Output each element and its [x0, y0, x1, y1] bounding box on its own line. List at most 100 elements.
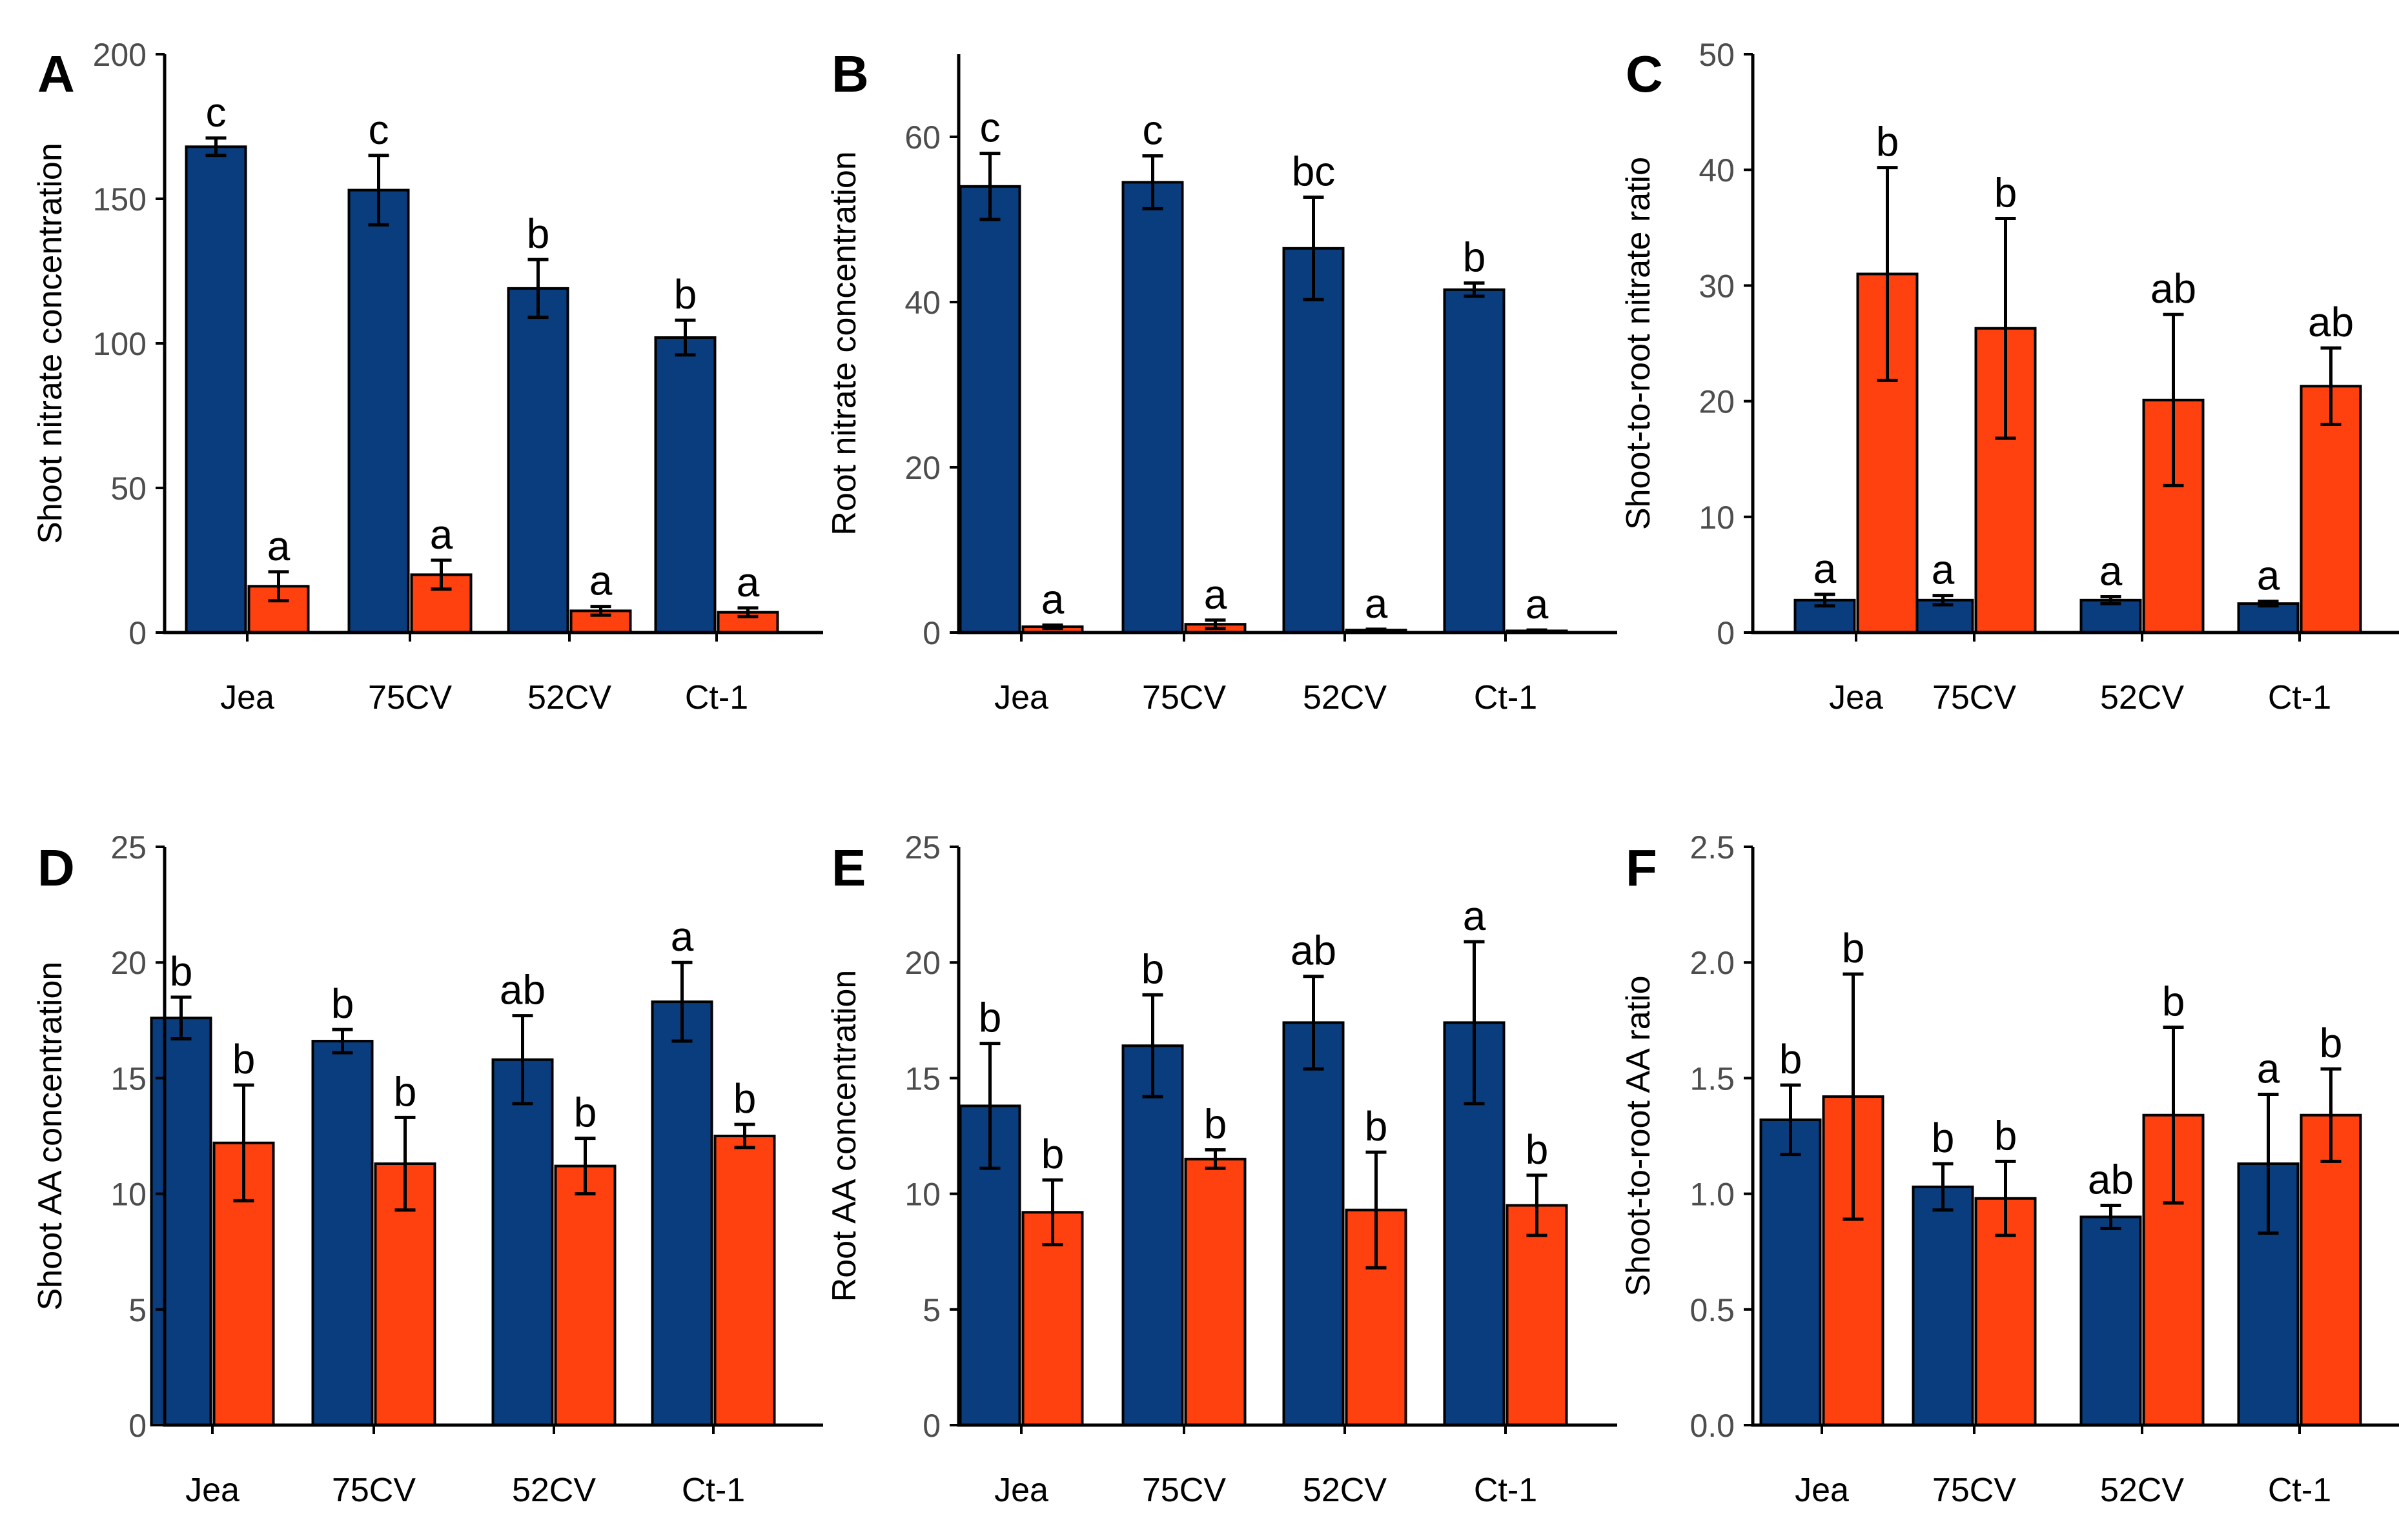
panel-c-ylabel: Shoot-to-root nitrate ratio	[1620, 157, 1657, 530]
panel-a-tag: A	[37, 45, 75, 103]
panel-e-bar-3-1	[1506, 1204, 1568, 1427]
panel-e-xtick-label-0: Jea	[994, 1472, 1048, 1509]
panel-d-xtick-label-3: Ct-1	[682, 1472, 745, 1509]
panel-c-sig-letter-2-0: a	[2099, 547, 2123, 594]
panel-f-sig-letter-2-1: b	[2162, 978, 2185, 1025]
panel-f-sig-letter-3-1: b	[2320, 1020, 2343, 1066]
panel-d-sig-letter-0-1: b	[232, 1036, 256, 1082]
panel-a-xtick-label-3: Ct-1	[685, 679, 748, 716]
panel-b-ylabel: Root nitrate concentration	[826, 151, 863, 535]
panel-c-xtick-label-3: Ct-1	[2268, 679, 2331, 716]
panel-a-sig-letter-2-0: b	[527, 210, 550, 257]
panel-d-sig-letter-1-0: b	[331, 980, 354, 1027]
panel-b-sig-letter-1-0: c	[1143, 106, 1163, 153]
panel-d-xtick-label-0: Jea	[185, 1472, 240, 1509]
panel-a-bar-1-0	[347, 188, 410, 634]
panel-f-ytick-label-4: 2.0	[1690, 945, 1735, 981]
panel-c-sig-letter-0-0: a	[1813, 545, 1837, 592]
panel-a-ytick-label-4: 200	[93, 37, 147, 73]
panel-a-ytick-label-3: 150	[93, 181, 147, 218]
panel-f-xtick-label-0: Jea	[1795, 1472, 1849, 1509]
panel-e-ytick-label-0: 0	[923, 1408, 941, 1444]
panel-b-sig-letter-2-1: a	[1365, 580, 1388, 627]
panel-a-bar-2-0	[507, 287, 569, 634]
panel-a-bar-0-0	[185, 145, 247, 634]
panel-f-bar-1-0	[1912, 1185, 1974, 1427]
panel-d-ytick-label-2: 10	[110, 1177, 147, 1213]
panel-a-xtick-label-0: Jea	[220, 679, 274, 716]
panel-c-bar-2-0	[2079, 598, 2142, 634]
panel-b-ytick-label-1: 20	[904, 450, 941, 486]
panel-f-ytick-label-0: 0.0	[1690, 1408, 1735, 1444]
panel-f-xtick-label-3: Ct-1	[2268, 1472, 2331, 1509]
panel-b-tag: B	[832, 45, 869, 103]
panel-f-ytick-label-5: 2.5	[1690, 829, 1735, 866]
panel-e-bar-1-1	[1184, 1157, 1247, 1426]
panel-c-ytick-label-4: 40	[1699, 152, 1735, 188]
panel-c-ytick-label-1: 10	[1699, 500, 1735, 536]
panel-a-ytick-label-0: 0	[128, 615, 147, 651]
panel-d-sig-letter-1-1: b	[394, 1068, 417, 1115]
panel-a-ylabel: Shoot nitrate concentration	[32, 143, 69, 544]
panel-b: B Root nitrate concentration c c bc b a a a a 0 20 4…	[826, 45, 1617, 716]
panel-a-sig-letter-3-1: a	[737, 559, 760, 605]
panel-b-sig-letter-0-0: c	[980, 105, 1001, 151]
panel-a: A Shoot nitrate concentration c c b b a a a a 0 50 1…	[32, 37, 823, 716]
panel-e-xtick-label-1: 75CV	[1142, 1472, 1226, 1509]
panel-e-ytick-label-3: 15	[904, 1060, 941, 1097]
panel-d-sig-letter-2-0: ab	[500, 967, 546, 1013]
panel-c-tag: C	[1626, 45, 1663, 103]
panel-f-ytick-label-3: 1.5	[1690, 1060, 1735, 1097]
panel-a-bar-3-0	[654, 336, 717, 634]
panel-b-xtick-label-2: 52CV	[1303, 679, 1387, 716]
panel-e-xtick-label-3: Ct-1	[1474, 1472, 1537, 1509]
panel-d-sig-letter-3-0: a	[671, 913, 694, 960]
panel-d-xtick-label-1: 75CV	[332, 1472, 416, 1509]
panel-c-bar-3-0	[2237, 602, 2300, 634]
panel-f-ytick-label-1: 0.5	[1690, 1292, 1735, 1328]
panel-c-ytick-label-5: 50	[1699, 37, 1735, 73]
panel-b-sig-letter-1-1: a	[1204, 571, 1227, 618]
panel-d-bar-3-0	[651, 1000, 713, 1427]
panel-f-tag: F	[1626, 839, 1657, 897]
panel-e-sig-letter-3-1: b	[1526, 1126, 1549, 1173]
panel-d-sig-letter-3-1: b	[733, 1075, 757, 1122]
panel-f-sig-letter-0-0: b	[1779, 1036, 1802, 1082]
panel-d-xtick-label-2: 52CV	[512, 1472, 596, 1509]
panel-c-xtick-label-0: Jea	[1829, 679, 1883, 716]
panel-e-sig-letter-1-0: b	[1141, 946, 1165, 992]
panel-a-xtick-label-2: 52CV	[527, 679, 611, 716]
panel-c-sig-letter-0-1: b	[1876, 119, 1899, 165]
panel-f-sig-letter-1-0: b	[1932, 1115, 1955, 1161]
panel-f-xtick-label-1: 75CV	[1932, 1472, 2016, 1509]
panel-f-xtick-label-2: 52CV	[2100, 1472, 2184, 1509]
panel-a-sig-letter-1-1: a	[430, 511, 453, 558]
panel-b-sig-letter-3-1: a	[1526, 581, 1549, 627]
panel-c-sig-letter-3-1: ab	[2308, 299, 2354, 345]
panel-a-sig-letter-0-1: a	[267, 523, 291, 569]
panel-b-bar-0-0	[959, 185, 1021, 634]
panel-a-sig-letter-1-0: c	[369, 106, 389, 153]
panel-c-sig-letter-2-1: ab	[2150, 265, 2196, 312]
panel-b-ytick-label-0: 0	[923, 615, 941, 651]
panel-a-sig-letter-0-0: c	[206, 89, 227, 136]
panel-b-xtick-label-1: 75CV	[1142, 679, 1226, 716]
panel-b-sig-letter-2-0: bc	[1292, 148, 1336, 194]
panel-f-sig-letter-2-0: ab	[2088, 1157, 2134, 1203]
panel-e-sig-letter-0-0: b	[979, 995, 1002, 1041]
panel-d-bar-2-1	[554, 1164, 617, 1427]
panel-e-bar-1-0	[1121, 1044, 1184, 1426]
panel-e-sig-letter-0-1: b	[1041, 1131, 1065, 1177]
panel-b-sig-letter-3-0: b	[1463, 234, 1486, 281]
panel-c-ytick-label-2: 20	[1699, 384, 1735, 420]
panel-d-ylabel: Shoot AA concentration	[32, 962, 69, 1311]
panel-f-ytick-label-2: 1.0	[1690, 1177, 1735, 1213]
panel-d-sig-letter-0-0: b	[170, 948, 193, 995]
panel-a-sig-letter-3-0: b	[674, 271, 697, 318]
panel-e-sig-letter-2-1: b	[1365, 1103, 1388, 1150]
panel-c-sig-letter-1-1: b	[1994, 169, 2017, 216]
